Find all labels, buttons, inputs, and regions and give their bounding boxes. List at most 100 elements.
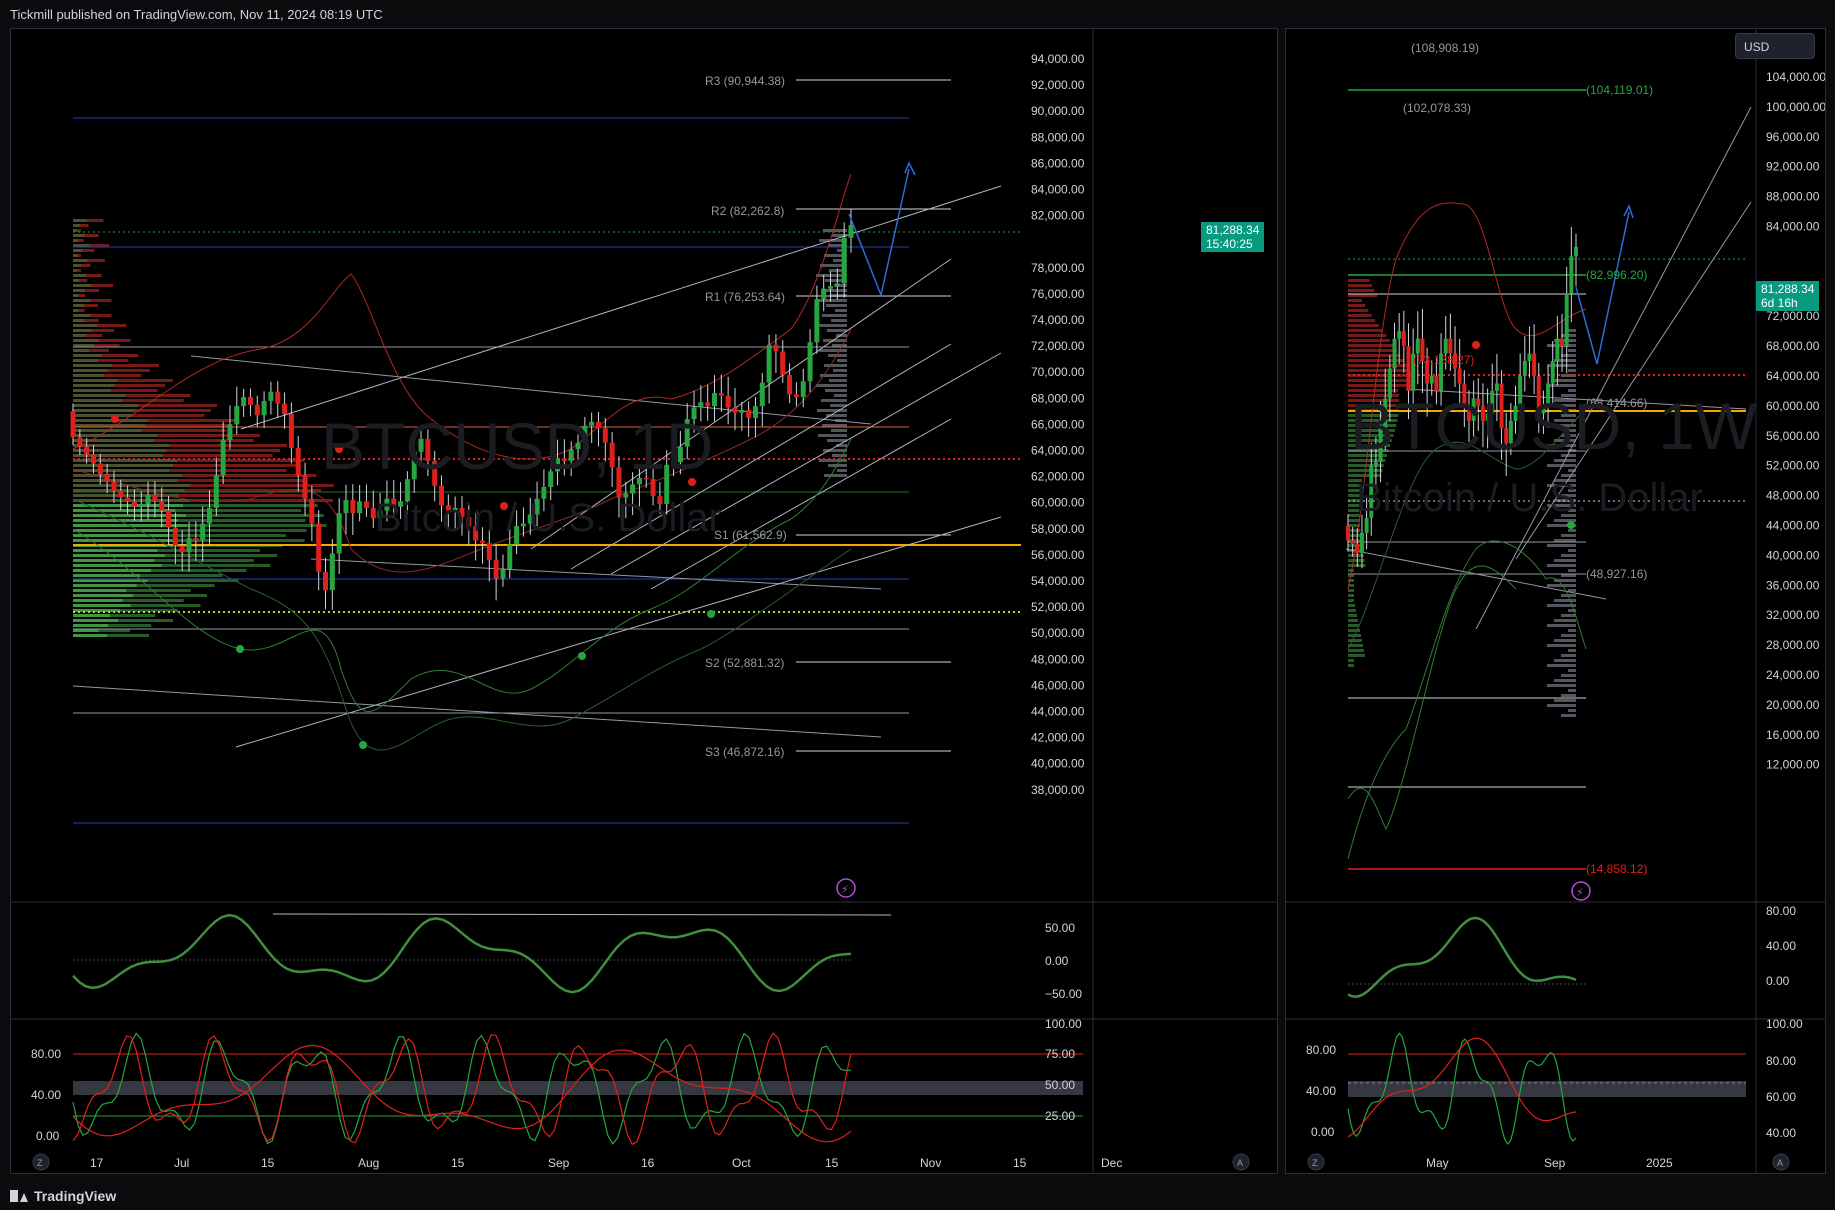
candle-body	[1564, 293, 1569, 347]
volume-profile-bar	[73, 424, 145, 427]
price-axis[interactable]: 104,000.00 100,000.00 96,000.00 92,000.00 88…	[1766, 70, 1826, 772]
price-axis-label: 40,000.00	[1031, 757, 1085, 771]
volume-profile-bar	[1554, 559, 1576, 562]
volume-profile-bar	[1568, 569, 1576, 572]
auto-scale-button[interactable]: A	[1232, 1153, 1250, 1171]
candle-body	[684, 419, 690, 447]
volume-profile-bar	[73, 574, 141, 577]
volume-profile-bar	[73, 409, 211, 412]
volume-profile-bar	[1348, 589, 1354, 592]
volume-profile-bar	[73, 314, 112, 317]
volume-profile-bar	[73, 274, 86, 277]
price-axis-label: 94,000.00	[1031, 52, 1085, 66]
price-axis[interactable]: 94,000.00 92,000.00 90,000.00 88,000.00 86,0…	[1031, 52, 1085, 797]
volume-profile-bar	[73, 244, 90, 247]
volume-profile-bar	[73, 539, 178, 542]
candle-body	[111, 481, 117, 491]
candle-body	[636, 477, 642, 485]
candlestick-series[interactable]	[1346, 227, 1578, 569]
oscillator-pane-2[interactable]	[1347, 1032, 1746, 1145]
name-watermark: Bitcoin / U.S. Dollar	[1356, 476, 1703, 520]
signal-dot-green	[1567, 521, 1575, 529]
volume-profile-bar	[73, 369, 108, 372]
oscillator-pane-1[interactable]	[1347, 916, 1586, 998]
volume-profile-bar	[73, 304, 85, 307]
volume-profile-bar	[1554, 539, 1576, 542]
zoom-z-button[interactable]: Z	[1307, 1153, 1325, 1171]
volume-profile-bar	[1554, 479, 1576, 482]
volume-profile-bar	[1348, 309, 1369, 312]
volume-profile-bar	[73, 219, 104, 222]
candle-body	[439, 485, 445, 506]
volume-profile-bar	[1554, 419, 1576, 422]
candlestick-series[interactable]	[70, 208, 854, 610]
volume-profile-bar	[73, 304, 98, 307]
volume-profile-bar	[73, 234, 85, 237]
time-axis[interactable]: May Sep 2025	[1426, 1156, 1673, 1170]
volume-profile-bar	[1561, 474, 1576, 477]
time-label: Oct	[732, 1156, 751, 1170]
candle-body	[507, 544, 513, 570]
volume-profile-bar	[818, 434, 847, 437]
volume-profile-bar	[73, 589, 126, 592]
volume-profile-bar	[73, 409, 135, 412]
oscillator-pane-2[interactable]	[72, 1032, 1083, 1146]
price-axis-label: 40,000.00	[1766, 548, 1820, 562]
alert-icon[interactable]: ⚡	[1571, 881, 1591, 901]
volume-profile-bar	[73, 524, 188, 527]
volume-profile-bar	[73, 599, 123, 602]
last-price: 81,288.34	[1761, 282, 1815, 296]
volume-profile-bar	[1554, 659, 1576, 662]
alert-icon[interactable]: ⚡	[836, 878, 856, 898]
volume-profile-bar	[73, 254, 77, 257]
candle-body	[459, 507, 465, 518]
volume-profile-bar	[817, 409, 847, 412]
weekly-chart-panel[interactable]: (108,908.19) (104,119.01) (102,078.33) (…	[1285, 28, 1826, 1174]
volume-profile-bar	[1348, 334, 1387, 337]
zoom-z-button[interactable]: Z	[32, 1153, 50, 1171]
time-label: Sep	[1544, 1156, 1566, 1170]
candle-body	[698, 402, 704, 408]
price-axis-label: 84,000.00	[1766, 220, 1820, 234]
candle-body	[1369, 465, 1374, 519]
volume-profile-bar	[73, 354, 139, 357]
volume-profile-bar	[819, 459, 847, 462]
tradingview-logo[interactable]: TradingView	[10, 1188, 116, 1204]
volume-profile-bar	[73, 224, 89, 227]
oscillator-pane-1[interactable]	[72, 913, 892, 994]
volume-profile-bar	[824, 474, 847, 477]
volume-profile-bar	[73, 374, 142, 377]
candle-body	[1471, 398, 1476, 421]
candle-body	[254, 404, 260, 416]
volume-profile-bar	[73, 239, 84, 242]
candle-body	[370, 507, 376, 519]
volume-profile-bar	[1348, 644, 1364, 647]
volume-profile-bar	[824, 364, 847, 367]
time-axis[interactable]: 17 Jul 15 Aug 15 Sep 16 Oct 15 Nov 15 De…	[90, 1156, 1122, 1170]
volume-profile-bar	[1348, 524, 1360, 527]
auto-scale-button[interactable]: A	[1772, 1153, 1790, 1171]
volume-profile-bar	[829, 379, 847, 382]
price-axis-label: 58,000.00	[1031, 522, 1085, 536]
volume-profile-bar	[73, 559, 254, 562]
volume-profile-bar	[73, 319, 99, 322]
volume-profile-bar	[1561, 614, 1576, 617]
price-axis-label: 96,000.00	[1766, 130, 1820, 144]
volume-profile-bar	[1348, 584, 1354, 587]
osc2-right-60: 60.00	[1766, 1090, 1796, 1104]
daily-chart-panel[interactable]: R3 (90,944.38) R2 (82,262.8) R1 (76,253.…	[10, 28, 1278, 1174]
daily-chart-canvas[interactable]: R3 (90,944.38) R2 (82,262.8) R1 (76,253.…	[11, 29, 1278, 1174]
projection-path	[848, 168, 910, 298]
trend-channel	[235, 185, 1002, 748]
candle-body	[1560, 338, 1565, 347]
volume-profile-bar	[73, 284, 114, 287]
candle-body	[732, 407, 738, 413]
currency-selector[interactable]: USD	[1735, 33, 1815, 59]
volume-profile-bar	[1348, 614, 1358, 617]
last-price-tag: 81,288.34 6d 16h	[1756, 281, 1820, 311]
weekly-chart-canvas[interactable]: (108,908.19) (104,119.01) (102,078.33) (…	[1286, 29, 1826, 1174]
level-label: (108,908.19)	[1411, 41, 1479, 55]
candle-body	[548, 471, 554, 488]
volume-profile-bar	[1554, 679, 1576, 682]
volume-profile-bar	[73, 394, 191, 397]
